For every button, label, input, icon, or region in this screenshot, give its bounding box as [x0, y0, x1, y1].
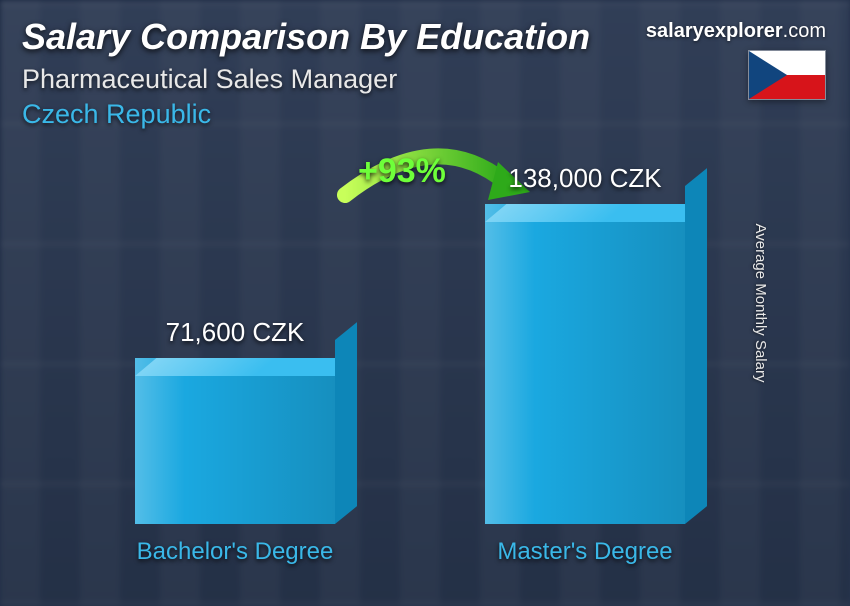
bar-3d — [135, 358, 335, 524]
infographic-container: Salary Comparison By Education Pharmaceu… — [0, 0, 850, 606]
flag-icon — [748, 50, 826, 100]
bar-top-face — [135, 358, 356, 376]
bar-front-face — [135, 358, 335, 524]
bar-category-label: Bachelor's Degree — [137, 538, 334, 566]
bar-side-face — [685, 168, 707, 524]
chart-area: 71,600 CZKBachelor's Degree138,000 CZKMa… — [60, 170, 760, 566]
brand-light: .com — [783, 20, 826, 42]
bar-top-face — [485, 204, 706, 222]
bar-value-label: 71,600 CZK — [166, 317, 305, 348]
brand-bold: salaryexplorer — [646, 20, 783, 42]
country-name: Czech Republic — [22, 99, 828, 130]
bar-group: 71,600 CZK Bachelor's Degree — [105, 317, 365, 566]
bar-3d — [485, 204, 685, 524]
bar-value-label: 138,000 CZK — [508, 163, 661, 194]
bar-category-label: Master's Degree — [497, 538, 672, 566]
bar-front-face — [485, 204, 685, 524]
bar-side-face — [335, 322, 357, 524]
brand-label: salaryexplorer.com — [646, 20, 826, 43]
job-title: Pharmaceutical Sales Manager — [22, 64, 828, 95]
bar-group: 138,000 CZK Master's Degree — [455, 163, 715, 566]
